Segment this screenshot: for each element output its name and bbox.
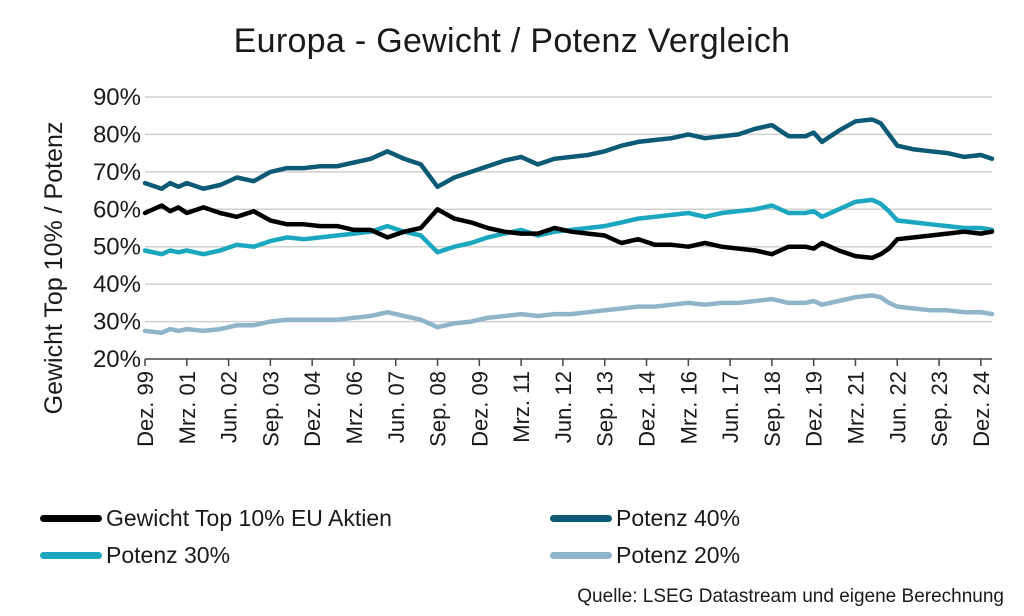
y-tick-label: 80% xyxy=(93,121,141,148)
legend-item-potenz-20: Potenz 20% xyxy=(550,542,740,569)
series-line-1 xyxy=(142,117,995,191)
y-tick-label: 50% xyxy=(93,234,141,261)
y-tick-label: 40% xyxy=(93,271,141,298)
legend-swatch xyxy=(40,552,102,559)
legend-item-potenz-40: Potenz 40% xyxy=(550,505,740,532)
gridlines xyxy=(145,96,992,323)
x-tick-label: Jun. 12 xyxy=(551,371,576,443)
legend-label: Gewicht Top 10% EU Aktien xyxy=(106,505,392,531)
y-tick-label: 60% xyxy=(93,196,141,223)
x-tick-label: Jun. 07 xyxy=(384,371,409,443)
series-line-2 xyxy=(142,197,995,257)
y-tick-label: 70% xyxy=(93,159,141,186)
y-axis-label: Gewicht Top 10% / Potenz xyxy=(40,122,68,415)
x-tick-label: Dez. 09 xyxy=(467,371,492,447)
y-tick-label: 30% xyxy=(93,309,141,336)
x-axis-ticks: Dez. 99 Mrz. 01 Jun. 02 Sep. 03 Dez. 04 Mrz. … xyxy=(133,359,994,447)
x-tick-label: Sep. 23 xyxy=(927,371,952,447)
x-tick-label: Mrz. 01 xyxy=(175,371,200,444)
x-tick-label: Dez. 04 xyxy=(300,371,325,447)
x-tick-label: Sep. 08 xyxy=(426,371,451,447)
legend-swatch xyxy=(40,515,102,522)
x-tick-label: Dez. 14 xyxy=(635,371,660,447)
y-tick-label: 20% xyxy=(93,346,141,373)
x-tick-label: Jun. 17 xyxy=(718,371,743,443)
x-tick-label: Sep. 03 xyxy=(258,371,283,447)
x-tick-label: Mrz. 11 xyxy=(509,371,534,443)
legend-item-potenz-30: Potenz 30% xyxy=(40,542,230,569)
legend-swatch xyxy=(550,552,612,559)
series-line-0 xyxy=(142,203,995,261)
legend-item-gewicht-top10: Gewicht Top 10% EU Aktien xyxy=(40,505,392,532)
y-axis-ticks: 20% 30% 40% 50% 60% 70% 80% 90% xyxy=(93,84,141,373)
x-tick-label: Dez. 24 xyxy=(969,371,994,447)
x-tick-label: Sep. 18 xyxy=(760,371,785,447)
x-tick-label: Sep. 13 xyxy=(593,371,618,447)
x-tick-label: Mrz. 16 xyxy=(676,371,701,444)
x-tick-label: Mrz. 06 xyxy=(342,371,367,444)
x-tick-label: Jun. 22 xyxy=(885,371,910,443)
legend-swatch xyxy=(550,515,612,522)
legend-label: Potenz 40% xyxy=(616,505,741,531)
y-tick-label: 90% xyxy=(93,84,141,111)
chart-title: Europa - Gewicht / Potenz Vergleich xyxy=(233,22,791,60)
series-line-3 xyxy=(142,293,995,336)
legend-label: Potenz 20% xyxy=(616,542,741,568)
x-tick-label: Jun. 02 xyxy=(217,371,242,443)
series-lines xyxy=(142,117,995,336)
x-tick-label: Dez. 99 xyxy=(133,371,158,447)
x-tick-label: Dez. 19 xyxy=(802,371,827,447)
source-note: Quelle: LSEG Datastream und eigene Berec… xyxy=(577,586,1004,607)
legend-label: Potenz 30% xyxy=(106,542,231,568)
x-tick-label: Mrz. 21 xyxy=(843,371,868,444)
